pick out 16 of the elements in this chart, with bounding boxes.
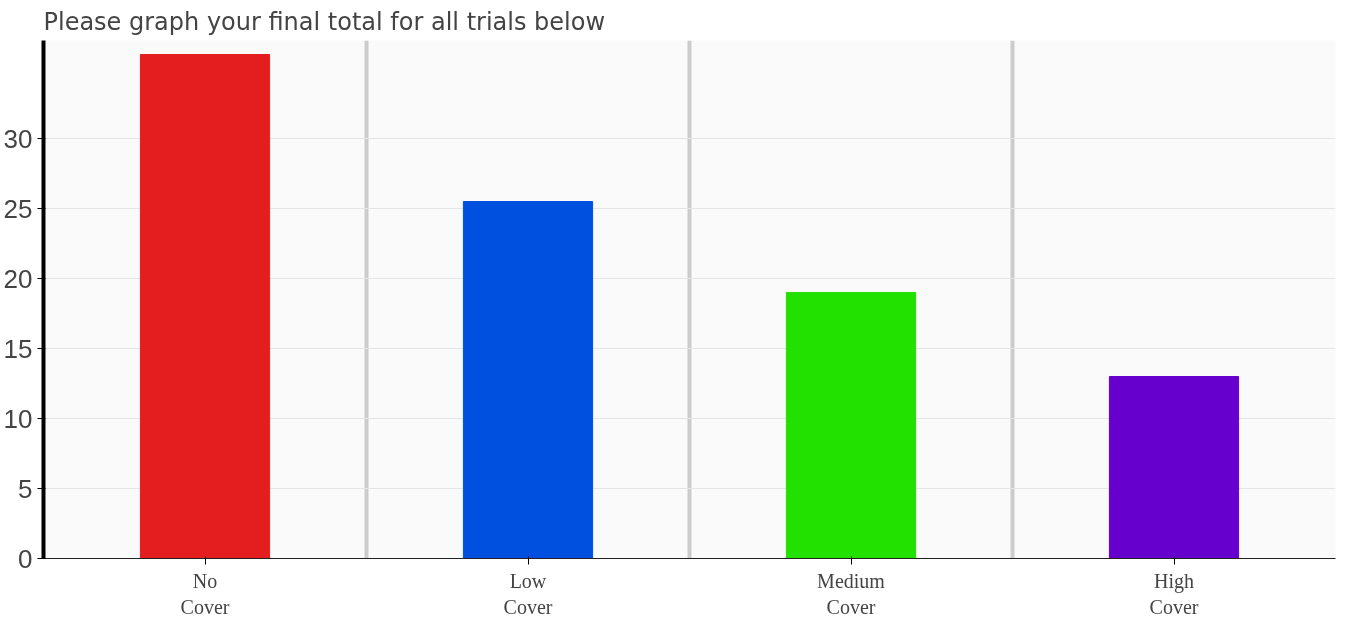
- bar: [462, 201, 594, 559]
- y-tick-label: 30: [3, 123, 33, 154]
- y-tick-label: 20: [3, 263, 33, 294]
- y-tick-label: 10: [3, 403, 33, 434]
- bar: [785, 292, 917, 559]
- chart-title: Please graph your final total for all trials below: [43, 7, 606, 36]
- x-tick-label: High Cover: [1149, 569, 1199, 618]
- x-tick-label: Low Cover: [503, 569, 553, 618]
- y-tick-label: 0: [18, 543, 33, 574]
- bar: [139, 54, 271, 559]
- y-tick-label: 15: [3, 333, 33, 364]
- y-tick-label: 5: [18, 473, 33, 504]
- y-tick-label: 25: [3, 193, 33, 224]
- bar: [1108, 376, 1240, 559]
- x-tick-label: Medium Cover: [817, 569, 886, 618]
- x-tick-label: No Cover: [180, 569, 230, 618]
